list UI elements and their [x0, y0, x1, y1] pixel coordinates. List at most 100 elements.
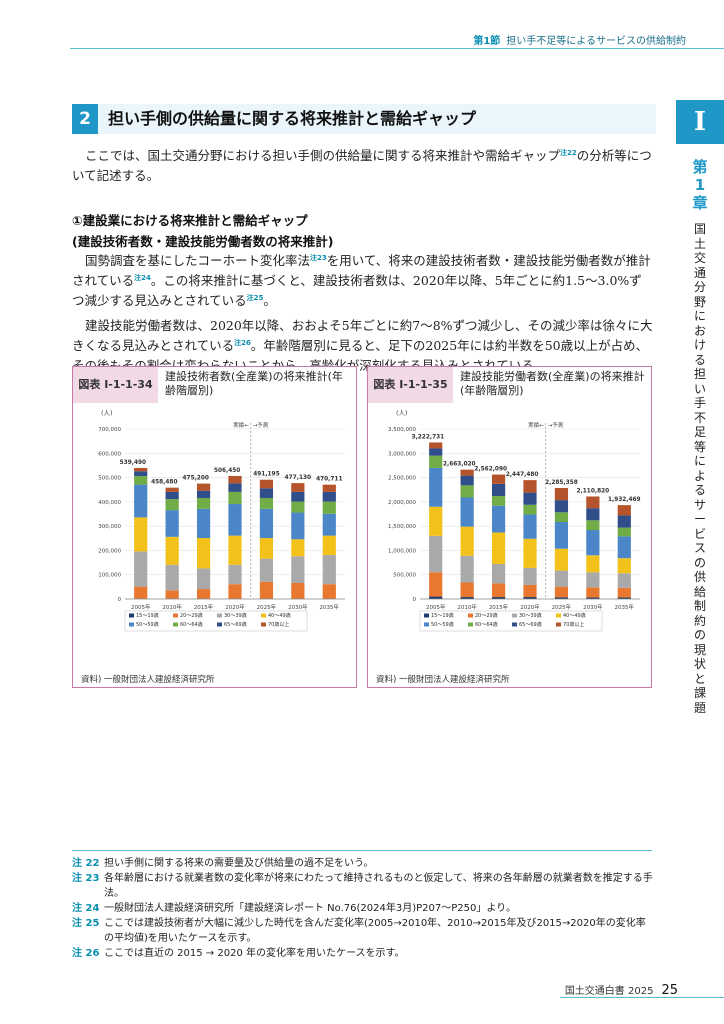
- y-tick-label: 600,000: [98, 451, 121, 457]
- bar-segment: [523, 584, 537, 598]
- total-label: 458,480: [151, 480, 177, 486]
- bar-segment: [322, 513, 336, 536]
- legend-label: 15～19歳: [136, 612, 159, 619]
- bar-segment: [554, 522, 569, 549]
- side-title-char: 供: [693, 570, 706, 584]
- x-tick-label: 2030年: [583, 603, 603, 611]
- legend-swatch: [173, 613, 178, 618]
- bar-segment: [134, 467, 148, 472]
- side-title-char: 等: [693, 439, 706, 454]
- side-title-char: ー: [693, 512, 706, 526]
- x-tick-label: 2005年: [426, 603, 446, 611]
- stacked-bar-chart-engineers: (人) 0 100,000 200,000 300,000 400,000 500,000 6…: [79, 405, 351, 669]
- page-footer: 国土交通白書 2025 25: [565, 982, 678, 998]
- notes-rule: [72, 850, 652, 851]
- bar-segment: [523, 567, 537, 585]
- bar-segment: [228, 584, 242, 599]
- bar-segment: [523, 538, 537, 568]
- bar-segment: [228, 476, 242, 484]
- y-tick-label: 200,000: [98, 548, 121, 554]
- bar-segment: [491, 583, 506, 598]
- bar-segment: [460, 469, 474, 476]
- figure-engineers: 図表 I-1-1-34 建設技術者数(全産業)の将来推計(年齢階層別) (人) 0…: [72, 366, 357, 688]
- bar-segment: [228, 535, 242, 565]
- footer-book: 国土交通白書 2025: [564, 986, 654, 997]
- side-title-char: 課: [693, 686, 706, 700]
- legend-swatch: [556, 613, 561, 618]
- bar-segment: [228, 564, 242, 585]
- para-text: 。: [263, 293, 276, 308]
- page-number: 25: [661, 983, 678, 998]
- side-chapter-title: 国土交通分野における担い手不足等によるサービスの供給制約の現状と課題: [690, 222, 710, 715]
- side-title-char: 通: [693, 265, 706, 280]
- legend-swatch: [217, 622, 222, 627]
- bar-segment: [491, 483, 506, 497]
- legend-swatch: [424, 622, 429, 627]
- bar-segment: [291, 556, 305, 583]
- footnote-key: 注 26: [72, 948, 100, 959]
- y-tick-label: 100,000: [98, 573, 121, 579]
- bar-segment: [460, 485, 474, 498]
- bar-segment: [429, 467, 443, 507]
- para-text: 国勢調査を基にしたコーホート変化率法: [85, 253, 311, 268]
- bar-segment: [429, 535, 443, 573]
- figure-skilled-workers: 図表 I-1-1-35 建設技能労働者数(全産業)の将来推計(年齢階層別) (人…: [367, 366, 652, 688]
- bar-segment: [429, 596, 443, 599]
- bar-segment: [429, 506, 443, 536]
- bar-segment: [259, 581, 274, 599]
- figure-source: 資料) 一般財団法人建設経済研究所: [376, 675, 510, 685]
- legend-label: 20～29歳: [180, 612, 203, 619]
- note-ref: 注23: [310, 253, 327, 262]
- bar-segment: [196, 490, 211, 498]
- bar-segment: [165, 499, 179, 511]
- legend-label: 40～49歳: [563, 612, 586, 619]
- x-tick-label: 2020年: [225, 603, 245, 611]
- note-ref: 注25: [246, 293, 264, 302]
- total-label: 2,562,090: [474, 467, 507, 473]
- legend-swatch: [468, 613, 473, 618]
- legend-label: 20～29歳: [475, 612, 498, 619]
- bar-segment: [617, 527, 631, 537]
- bar-segment: [460, 597, 474, 599]
- bar-segment: [554, 512, 569, 523]
- bar-segment: [196, 589, 211, 599]
- total-label: 539,490: [120, 460, 146, 466]
- bar-segment: [617, 597, 631, 599]
- footnote-text: ここでは直近の 2015 → 2020 年の変化率を用いたケースを示す。: [104, 948, 405, 959]
- bar-segment: [523, 480, 537, 493]
- side-title-char: サ: [693, 497, 706, 512]
- bar-segment: [586, 597, 600, 599]
- bar-segment: [259, 538, 274, 559]
- section-title: 担い手側の供給量に関する将来推計と需給ギャップ: [108, 109, 477, 128]
- bar-segment: [196, 483, 211, 491]
- y-tick-label: 1,000,000: [388, 548, 416, 554]
- bar-segment: [322, 584, 336, 599]
- bar-segment: [554, 597, 569, 599]
- bar-segment: [165, 491, 179, 500]
- side-title-char: ス: [693, 541, 706, 555]
- bar-segment: [165, 487, 179, 492]
- side-title-char: け: [693, 338, 706, 352]
- intro-text: の分析等について記述する。: [72, 148, 652, 183]
- side-title-char: に: [693, 454, 706, 468]
- subheading-2: (建設技術者数・建設技能労働者数の将来推計): [72, 234, 334, 249]
- bar-segment: [491, 597, 506, 599]
- figure-title: 建設技能労働者数(全産業)の将来推計(年齢階層別): [460, 370, 645, 397]
- note-ref: 注22: [560, 148, 577, 157]
- y-tick-label: 500,000: [98, 476, 121, 482]
- side-title-char: に: [693, 309, 706, 323]
- x-tick-label: 2005年: [131, 603, 151, 611]
- footnote-text: 担い手側に関する将来の需要量及び供給量の過不足をいう。: [104, 858, 374, 869]
- section-number: 2: [72, 104, 98, 134]
- chapter-tab: I: [676, 100, 724, 144]
- footer-rule: [560, 997, 724, 998]
- para-text: を用いて、将来の建設技術者数・建設技能労働者数が推計されている: [72, 253, 651, 288]
- bar-segment: [617, 558, 631, 574]
- total-label: 2,285,358: [545, 480, 578, 486]
- bar-segment: [617, 573, 631, 588]
- bar-segment: [259, 479, 274, 489]
- bar-segment: [491, 505, 506, 533]
- side-title-char: 現: [693, 642, 706, 657]
- bar-segment: [259, 497, 274, 509]
- legend-label: 50～59歳: [136, 621, 159, 628]
